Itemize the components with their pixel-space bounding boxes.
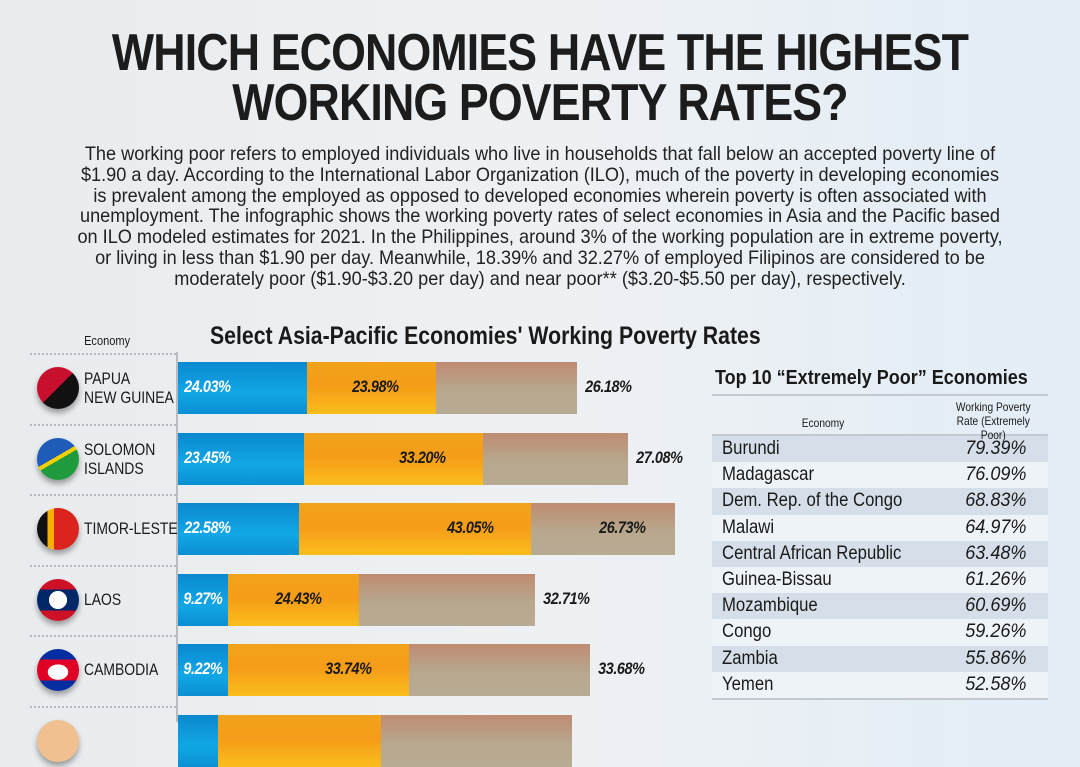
- data-label: 27.08%: [636, 447, 684, 467]
- header-economy: Economy: [801, 416, 845, 430]
- flag-icon-laos: [37, 578, 79, 621]
- data-label: 9.22%: [183, 659, 223, 679]
- table-title: Top 10 “Extremely Poor” Economies: [715, 367, 1028, 389]
- economy-name: Zambia: [722, 647, 778, 669]
- data-label: 9.27%: [183, 588, 223, 608]
- table-row: Burundi 79.39%: [712, 436, 1048, 463]
- bar-segment-orange: [307, 362, 437, 414]
- flag-icon: [37, 720, 79, 762]
- bar-segment-blue: [178, 362, 308, 414]
- flag-icon-cambodia: [37, 649, 79, 692]
- data-label: 24.03%: [184, 377, 231, 396]
- poverty-rate: 61.26%: [964, 569, 1026, 591]
- bar-segment-tan: [359, 573, 536, 626]
- poverty-rate: 68.83%: [964, 490, 1026, 512]
- economy-label: TIMOR-LESTE: [84, 519, 178, 539]
- economy-name: Madagascar: [722, 464, 815, 486]
- table-row: Guinea-Bissau 61.26%: [712, 566, 1048, 594]
- row-separator: [30, 635, 176, 638]
- infographic-title: WHICH ECONOMIES HAVE THE HIGHEST WORKING…: [111, 24, 969, 132]
- table-row: Central African Republic 63.48%: [712, 540, 1048, 567]
- data-label: 23.98%: [352, 377, 399, 396]
- economy-name: Mozambique: [722, 595, 818, 617]
- chart-title: Select Asia-Pacific Economies' Working P…: [210, 322, 761, 350]
- bar-segment-tan: [409, 644, 591, 697]
- data-label: 33.74%: [325, 659, 372, 679]
- poverty-rate: 79.39%: [964, 438, 1026, 460]
- bar-segment-tan: [531, 503, 675, 556]
- flag-icon-solomon-islands: [37, 437, 79, 480]
- table-row: Zambia 55.86%: [712, 645, 1048, 672]
- row-separator: [30, 706, 176, 708]
- bar-segment-orange: [227, 644, 410, 697]
- economy-name: Congo: [722, 621, 772, 643]
- economy-label: LAOS: [84, 589, 122, 609]
- table-row: Malawi 64.97%: [712, 514, 1048, 541]
- header-rate: Working Poverty Rate (Extremely Poor): [955, 400, 1031, 442]
- table-row: Congo 59.26%: [712, 619, 1048, 646]
- bar-segment-orange: [218, 715, 381, 767]
- data-label: 32.71%: [543, 588, 590, 608]
- table-row: Yemen 52.58%: [712, 671, 1048, 698]
- flag-icon-papua-new-guinea: [37, 367, 79, 409]
- poverty-rate: 52.58%: [964, 673, 1026, 695]
- data-label: 33.68%: [598, 659, 645, 679]
- row-separator: [30, 494, 176, 497]
- bar-segment-blue: [178, 573, 228, 626]
- poverty-rate: 76.09%: [964, 464, 1026, 486]
- data-label: 24.43%: [275, 588, 322, 608]
- bar-segment-orange: [227, 573, 360, 626]
- economy-name: Guinea-Bissau: [722, 569, 832, 591]
- economy-label: CAMBODIA: [84, 660, 159, 680]
- flag-icon-timor-leste: [37, 508, 79, 551]
- poverty-rate: 59.26%: [964, 621, 1026, 643]
- poverty-rate: 55.86%: [964, 647, 1026, 669]
- table-header: Economy Working Poverty Rate (Extremely …: [712, 396, 1048, 442]
- bar-segment-blue: [178, 715, 218, 767]
- table-row: Madagascar 76.09%: [712, 462, 1048, 489]
- bar-segment-blue: [178, 432, 305, 485]
- data-label: 26.73%: [598, 518, 646, 538]
- economy-name: Dem. Rep. of the Congo: [722, 490, 903, 512]
- data-label: 26.18%: [585, 377, 632, 396]
- extreme-poverty-table: Economy Working Poverty Rate (Extremely …: [712, 394, 1048, 700]
- economy-label: SOLOMON ISLANDS: [84, 439, 156, 478]
- economy-name: Central African Republic: [722, 542, 902, 564]
- bar-segment-blue: [178, 503, 300, 556]
- row-separator: [30, 353, 176, 355]
- economy-name: Malawi: [722, 516, 775, 538]
- bar-segment-orange: [304, 432, 483, 485]
- economy-name: Burundi: [722, 438, 780, 460]
- chart-axis: [176, 352, 178, 722]
- table-row: Mozambique 60.69%: [712, 593, 1048, 620]
- economy-column-header: Economy: [84, 333, 131, 348]
- data-label: 23.45%: [184, 447, 231, 467]
- economy-name: Yemen: [722, 673, 774, 695]
- bar-segment-tan: [436, 362, 578, 414]
- intro-paragraph: The working poor refers to employed indi…: [77, 143, 1003, 290]
- economy-label: PAPUA NEW GUINEA: [84, 369, 174, 407]
- poverty-rate: 60.69%: [964, 595, 1026, 617]
- poverty-rate: 63.48%: [964, 542, 1026, 564]
- data-label: 22.58%: [184, 518, 231, 538]
- bar-segment-blue: [178, 644, 228, 697]
- bar-segment-tan: [482, 432, 629, 485]
- bar-segment-tan: [381, 715, 572, 767]
- row-separator: [30, 423, 176, 426]
- bar-segment-orange: [299, 503, 532, 556]
- row-separator: [30, 564, 176, 567]
- data-label: 33.20%: [398, 447, 446, 467]
- poverty-rate: 64.97%: [964, 516, 1026, 538]
- data-label: 43.05%: [447, 518, 494, 538]
- table-row: Dem. Rep. of the Congo 68.83%: [712, 488, 1048, 515]
